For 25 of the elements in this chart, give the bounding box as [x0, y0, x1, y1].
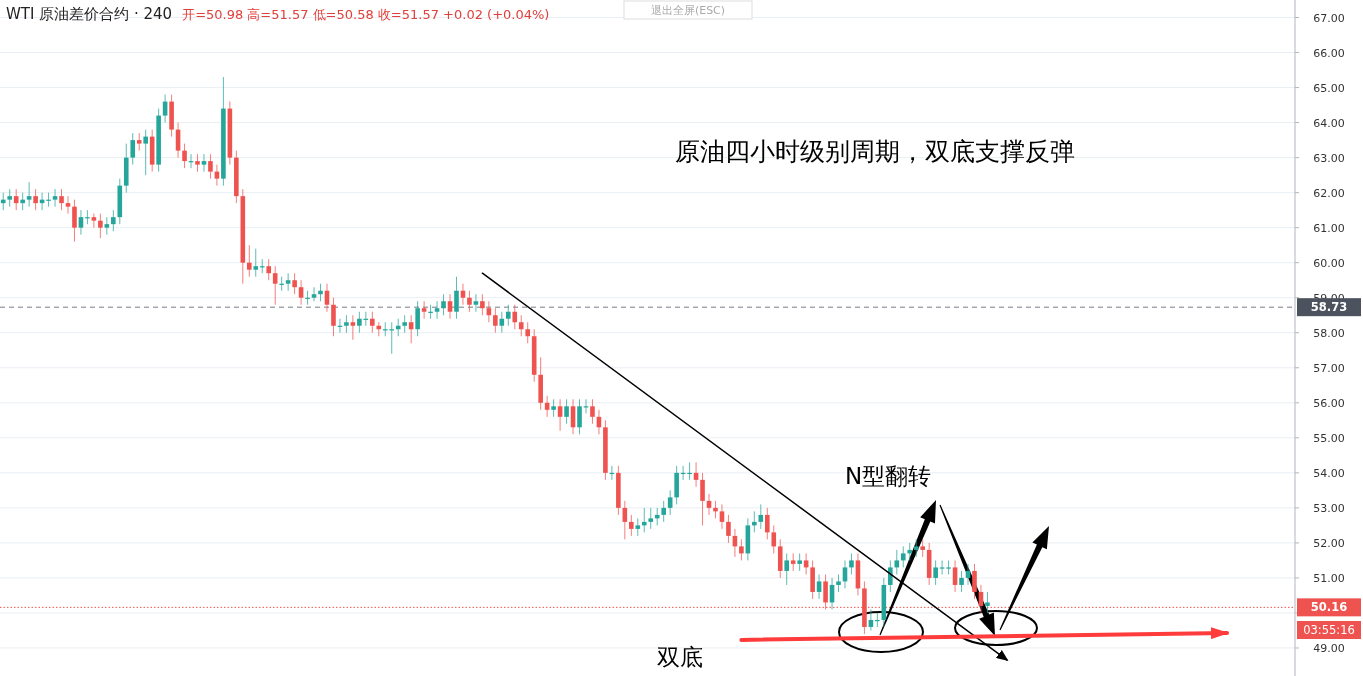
- y-tick-label: 58.00: [1313, 326, 1345, 340]
- annotation: 退出全屏(ESC): [650, 4, 726, 17]
- annotation: 原油四小时级别周期，双底支撑反弹: [675, 137, 1075, 166]
- chart-title: WTI 原油差价合约 · 240: [6, 5, 173, 23]
- y-tick-label: 53.00: [1313, 501, 1345, 515]
- y-tick-label: 60.00: [1313, 256, 1345, 270]
- y-tick-label: 52.00: [1313, 536, 1345, 550]
- y-tick-label: 62.00: [1313, 186, 1345, 200]
- y-tick-label: 49.00: [1313, 641, 1345, 655]
- y-tick-label: 61.00: [1313, 221, 1345, 235]
- y-tick-label: 66.00: [1313, 46, 1345, 60]
- text: 03:55:16: [1303, 623, 1355, 637]
- y-tick-label: 57.00: [1313, 361, 1345, 375]
- y-tick-label: 54.00: [1313, 466, 1345, 480]
- annotation: 双底: [657, 644, 703, 670]
- text: 开=50.98 高=51.57 低=50.58 收=51.57 +0.02 (+0.04%): [182, 7, 550, 22]
- y-tick-label: 65.00: [1313, 81, 1345, 95]
- annotation: N型翻转: [845, 463, 932, 489]
- y-tick-label: 55.00: [1313, 431, 1345, 445]
- y-tick-label: 64.00: [1313, 116, 1345, 130]
- y-tick-label: 51.00: [1313, 571, 1345, 585]
- y-tick-label: 56.00: [1313, 396, 1345, 410]
- y-tick-label: 63.00: [1313, 151, 1345, 165]
- y-tick-label: 67.00: [1313, 11, 1345, 25]
- ref-line-label: 50.16: [1310, 600, 1348, 615]
